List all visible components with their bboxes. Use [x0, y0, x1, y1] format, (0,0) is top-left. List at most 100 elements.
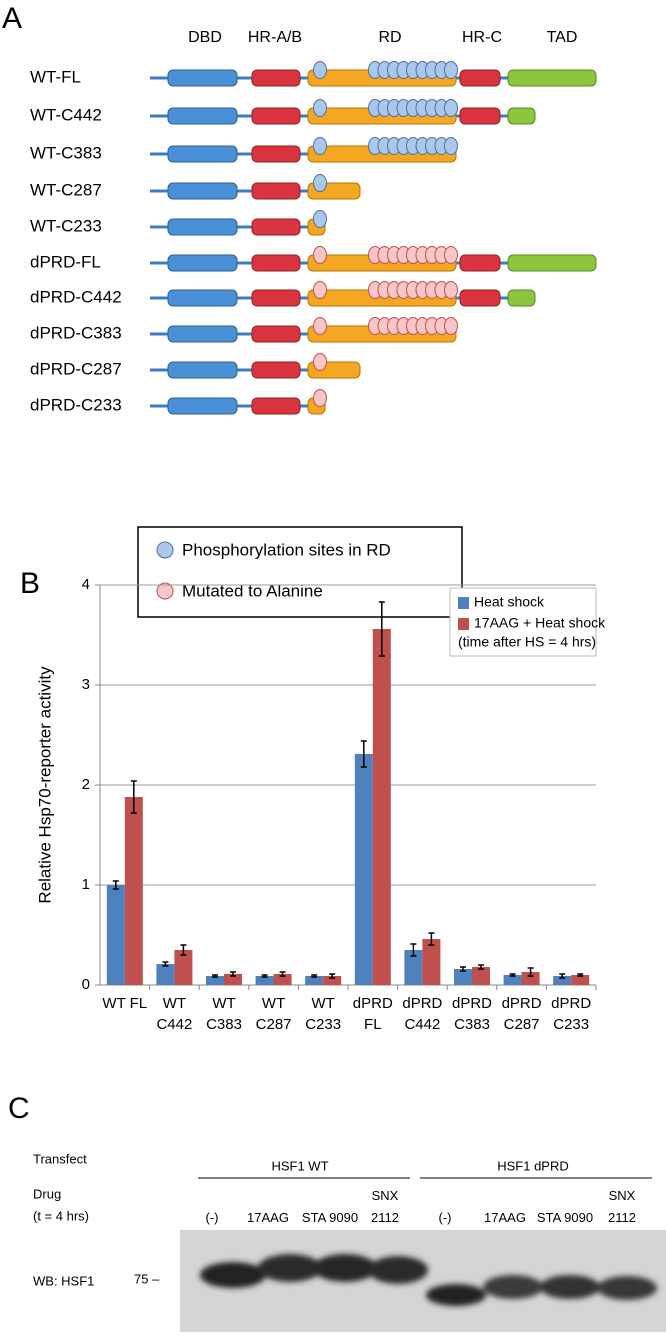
tad-domain [507, 254, 597, 272]
x-tick-label: dPRD C287 [501, 995, 542, 1033]
drug-label: STA 9090 [536, 1210, 594, 1225]
site-marker [444, 281, 458, 299]
bar [124, 797, 143, 985]
construct-label: dPRD-C233 [30, 395, 122, 414]
panel-label: B [20, 567, 40, 600]
legend-marker [156, 582, 174, 600]
blot-bands [200, 1254, 657, 1306]
legend-note: (time after HS = 4 hrs) [458, 634, 596, 650]
error-bar [559, 973, 566, 979]
site-marker [313, 353, 327, 371]
tad-domain [507, 69, 597, 87]
error-bar [478, 964, 484, 970]
hr-c-domain [459, 107, 501, 125]
x-tick-label: dPRD FL [352, 995, 393, 1033]
legend-box [449, 587, 597, 657]
bar [174, 950, 193, 985]
site-marker [313, 389, 327, 407]
x-tick-label: dPRD C442 [402, 995, 443, 1033]
bar [206, 976, 224, 985]
site-marker [313, 99, 327, 117]
legend-text: Phosphorylation sites in RD [182, 540, 391, 559]
dbd-domain [167, 182, 238, 200]
site-marker [313, 210, 327, 228]
dbd-domain [167, 145, 238, 163]
construct-label: WT-C442 [30, 105, 102, 124]
site-marker [444, 61, 458, 79]
legend-marker [156, 541, 174, 559]
row-label: Drug [33, 1186, 61, 1201]
dbd-domain [167, 325, 238, 343]
construct-label: WT-C287 [30, 180, 102, 199]
panel-label: A [2, 2, 22, 35]
bar [422, 939, 441, 985]
hr-c-domain [459, 254, 501, 272]
construct-label: dPRD-FL [30, 252, 101, 271]
dbd-domain [167, 69, 238, 87]
bar [553, 976, 572, 985]
construct-label: WT-FL [30, 67, 81, 86]
bar [106, 885, 125, 985]
error-bar [577, 973, 584, 977]
hr-ab-domain [251, 289, 301, 307]
tad-domain [507, 289, 536, 307]
hr-c-domain [459, 289, 501, 307]
bar [472, 967, 490, 985]
drug-label: (-) [205, 1210, 219, 1225]
y-tick-label: 0 [82, 976, 90, 993]
error-bar [360, 740, 367, 768]
error-bar [460, 966, 466, 972]
drug-label: 17AAG [484, 1210, 526, 1225]
bar [224, 974, 242, 985]
x-tick-label: WT C383 [206, 995, 242, 1033]
drug-label: SNX 2112 [371, 1188, 399, 1225]
y-tick-label: 4 [82, 576, 90, 593]
group-label: HSF1 WT [271, 1158, 328, 1173]
dbd-domain [167, 361, 238, 379]
hr-ab-domain [251, 361, 301, 379]
site-marker [313, 317, 327, 335]
error-bar [261, 974, 268, 978]
domain-label: TAD [547, 29, 578, 46]
bar [305, 976, 324, 985]
error-bar [527, 967, 534, 977]
hr-ab-domain [251, 107, 301, 125]
group-label: HSF1 dPRD [497, 1158, 569, 1173]
error-bar [279, 971, 286, 977]
y-tick-label: 1 [82, 876, 90, 893]
row-label: Transfect [33, 1151, 87, 1166]
site-marker [313, 281, 327, 299]
y-axis-label: Relative Hsp70-reporter activity [35, 666, 54, 904]
domain-label: HR-A/B [248, 29, 302, 46]
x-tick-label: WT C442 [156, 995, 193, 1033]
site-marker [313, 61, 327, 79]
domain-label: DBD [188, 29, 222, 46]
bar [156, 964, 175, 985]
domain-label: HR-C [462, 29, 502, 46]
error-bar [212, 974, 218, 978]
construct-label: dPRD-C442 [30, 287, 122, 306]
error-bar [378, 601, 385, 657]
hr-ab-domain [251, 182, 301, 200]
error-bar [230, 971, 236, 977]
drug-label: STA 9090 [301, 1210, 359, 1225]
site-marker [313, 246, 327, 264]
hr-ab-domain [251, 145, 301, 163]
hr-c-domain [459, 69, 501, 87]
site-marker [444, 317, 458, 335]
legend-text: 17AAG + Heat shock [474, 615, 606, 631]
hr-ab-domain [251, 69, 301, 87]
error-bar [329, 973, 336, 979]
error-bar [180, 944, 187, 956]
error-bar [428, 932, 435, 946]
bar [503, 975, 522, 985]
site-marker [444, 137, 458, 155]
drug-label: (-) [438, 1210, 452, 1225]
construct-label: WT-C233 [30, 216, 102, 235]
error-bar [311, 974, 318, 978]
bar [454, 969, 472, 985]
x-tick-label: dPRD C383 [451, 995, 492, 1033]
bar [354, 754, 373, 985]
